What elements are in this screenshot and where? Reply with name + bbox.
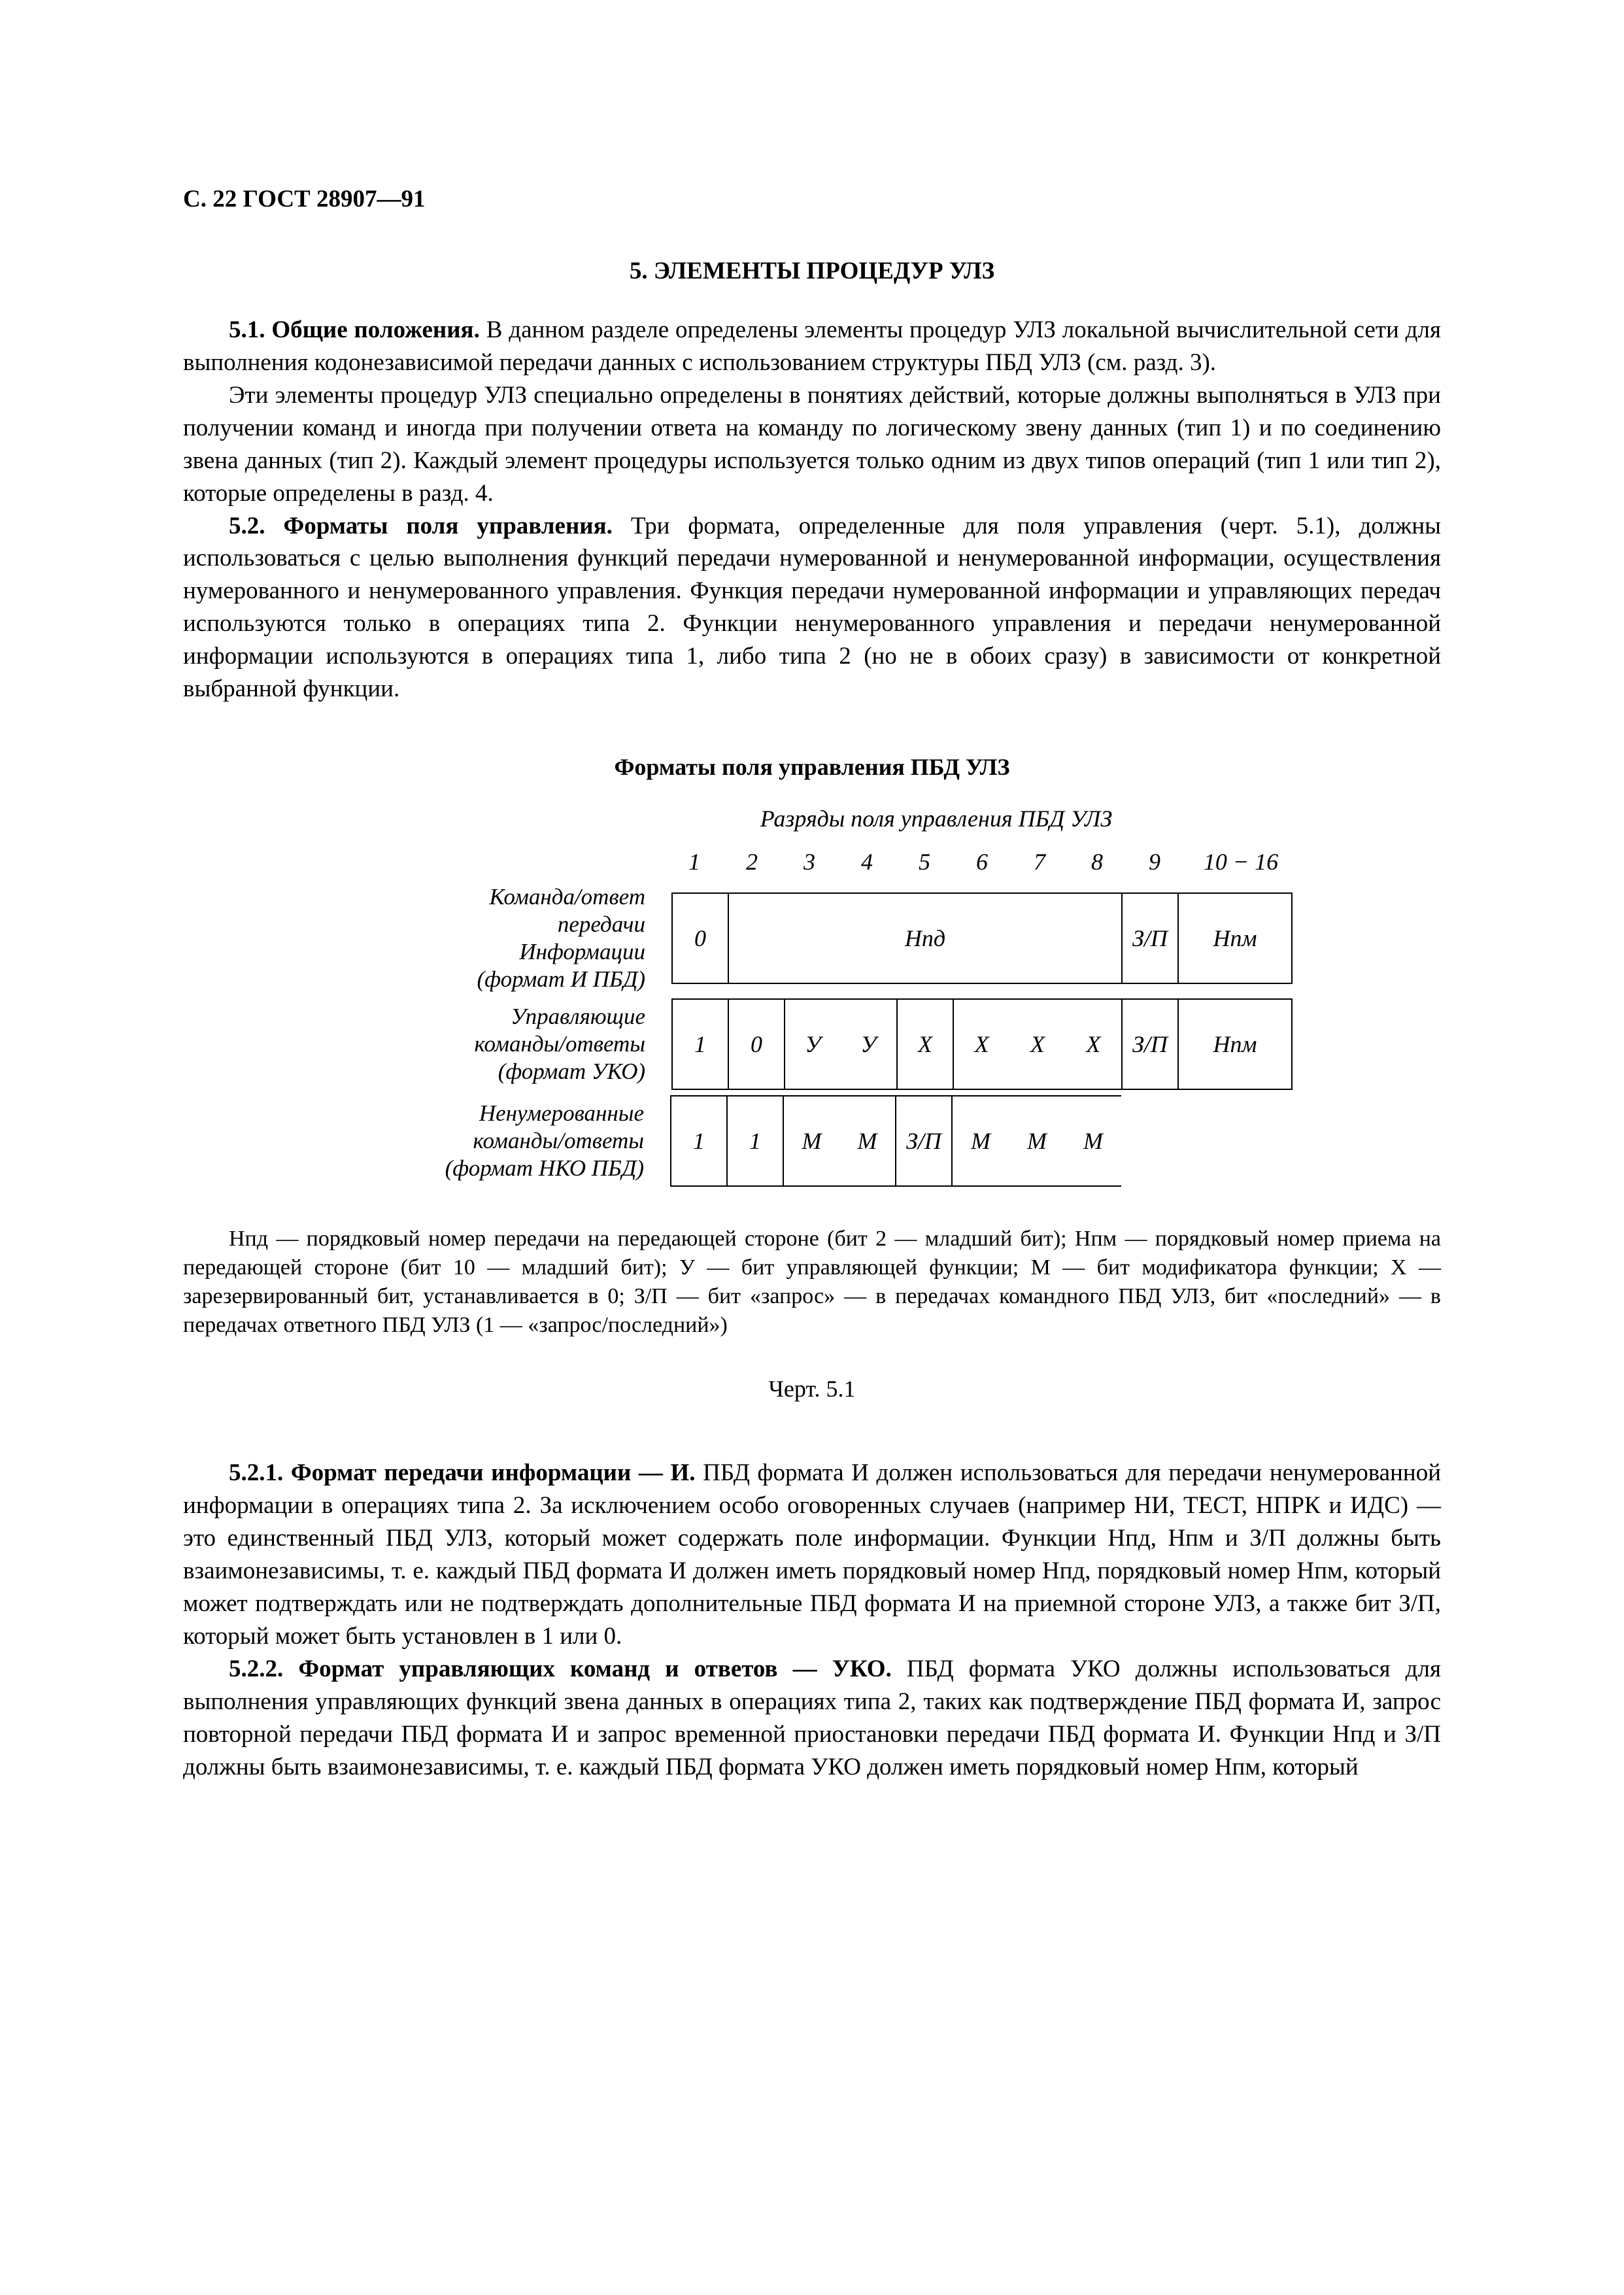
r2-zp: З/П <box>1121 998 1179 1090</box>
r2-bit1: 1 <box>671 998 729 1090</box>
para-5-2-1-body: ПБД формата И должен использоваться для … <box>183 1459 1441 1650</box>
para-5-2-lead: 5.2. Форматы поля управления. <box>229 513 613 539</box>
format-row-nko: Ненумерованные команды/ответы (формат НК… <box>330 1095 1294 1187</box>
figure-title: Форматы поля управления ПБД УЛЗ <box>183 751 1441 783</box>
format-row-i: Команда/ответ передачи Информации (форма… <box>331 883 1293 993</box>
r3-bit1: 1 <box>670 1095 728 1187</box>
row-label-i: Команда/ответ передачи Информации (форма… <box>331 883 671 993</box>
figure-subtitle: Разряды поля управления ПБД УЛЗ <box>431 803 1441 835</box>
r3-bit2: 1 <box>726 1095 784 1187</box>
para-5-1: 5.1. Общие положения. В данном разделе о… <box>183 314 1441 379</box>
bit-header-5: 5 <box>896 846 953 878</box>
format-row-uko: Управляющие команды/ответы (формат УКО) … <box>331 998 1293 1090</box>
r3-zp: З/П <box>895 1095 953 1187</box>
figure-caption: Черт. 5.1 <box>183 1373 1441 1405</box>
para-5-1b: Эти элементы процедур УЛЗ специально опр… <box>183 379 1441 510</box>
r2-npm: Нпм <box>1177 998 1293 1090</box>
bit-header-8: 8 <box>1068 846 1126 878</box>
r3-bits3-4: М М <box>783 1095 896 1187</box>
bit-header-row: 1 2 3 4 5 6 7 8 9 10 − 16 <box>326 846 1298 878</box>
r2-bit2: 0 <box>728 998 785 1090</box>
page-header: С. 22 ГОСТ 28907—91 <box>183 183 1441 216</box>
r2-bit5: Х <box>896 998 954 1090</box>
para-5-2-1: 5.2.1. Формат передачи информации — И. П… <box>183 1457 1441 1653</box>
figure-legend: Нпд — порядковый номер передачи на перед… <box>183 1225 1441 1340</box>
para-5-2-2: 5.2.2. Формат управляющих команд и ответ… <box>183 1653 1441 1784</box>
bit-header-3: 3 <box>781 846 838 878</box>
r2-bits3-4: У У <box>784 998 898 1090</box>
bit-header-6: 6 <box>953 846 1011 878</box>
bit-header-7: 7 <box>1011 846 1068 878</box>
bit-header-1: 1 <box>666 846 723 878</box>
para-5-2-2-lead: 5.2.2. Формат управляющих команд и ответ… <box>229 1656 892 1682</box>
bit-header-9: 9 <box>1126 846 1183 878</box>
para-5-2-body: Три формата, определенные для поля управ… <box>183 513 1441 703</box>
r1-bit1: 0 <box>671 892 729 984</box>
section-title: 5. ЭЛЕМЕНТЫ ПРОЦЕДУР УЛЗ <box>183 255 1441 288</box>
figure-5-1: 1 2 3 4 5 6 7 8 9 10 − 16 Команда/ответ … <box>183 846 1441 1192</box>
para-5-2: 5.2. Форматы поля управления. Три формат… <box>183 510 1441 706</box>
r1-npm: Нпм <box>1177 892 1293 984</box>
bit-header-2: 2 <box>723 846 781 878</box>
para-5-2-1-lead: 5.2.1. Формат передачи информации — И. <box>229 1459 696 1486</box>
bit-header-10-16: 10 − 16 <box>1183 846 1298 878</box>
r1-npd: Нпд <box>728 892 1123 984</box>
r1-zp: З/П <box>1121 892 1179 984</box>
bit-header-4: 4 <box>838 846 896 878</box>
r2-bits6-8: Х Х Х <box>953 998 1123 1090</box>
r3-bits6-8: М М М <box>951 1095 1121 1187</box>
para-5-1-lead: 5.1. Общие положения. <box>229 316 480 343</box>
row-label-nko: Ненумерованные команды/ответы (формат НК… <box>330 1100 670 1182</box>
row-label-uko: Управляющие команды/ответы (формат УКО) <box>331 1003 671 1085</box>
